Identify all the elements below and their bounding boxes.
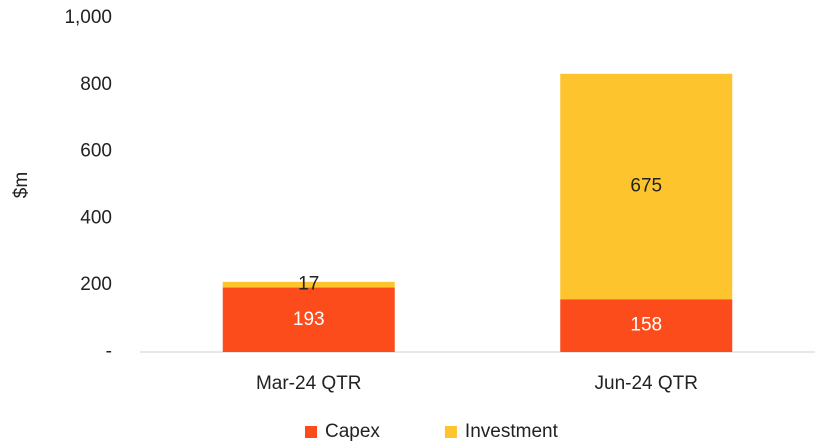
bar-segment — [560, 73, 733, 300]
bar-segment — [222, 281, 395, 288]
data-label: 17 — [298, 274, 319, 295]
bar-segment — [222, 287, 395, 352]
data-label: 158 — [630, 315, 662, 336]
y-tick-label: 400 — [80, 207, 112, 228]
x-tick-label: Mar-24 QTR — [256, 373, 362, 394]
legend-label: Investment — [465, 421, 559, 442]
bar-segment — [560, 299, 733, 352]
legend-swatch — [305, 426, 317, 438]
y-tick-label: 1,000 — [64, 7, 112, 28]
x-tick-label: Jun-24 QTR — [595, 373, 698, 394]
data-label: 675 — [630, 176, 662, 197]
data-label: 193 — [293, 309, 325, 330]
legend-label: Capex — [325, 421, 380, 442]
y-tick-label: 800 — [80, 74, 112, 95]
y-tick-label: - — [106, 341, 112, 362]
y-tick-label: 600 — [80, 141, 112, 162]
legend-swatch — [444, 426, 457, 438]
y-tick-label: 200 — [80, 274, 112, 295]
y-axis-label: $m — [11, 172, 32, 198]
